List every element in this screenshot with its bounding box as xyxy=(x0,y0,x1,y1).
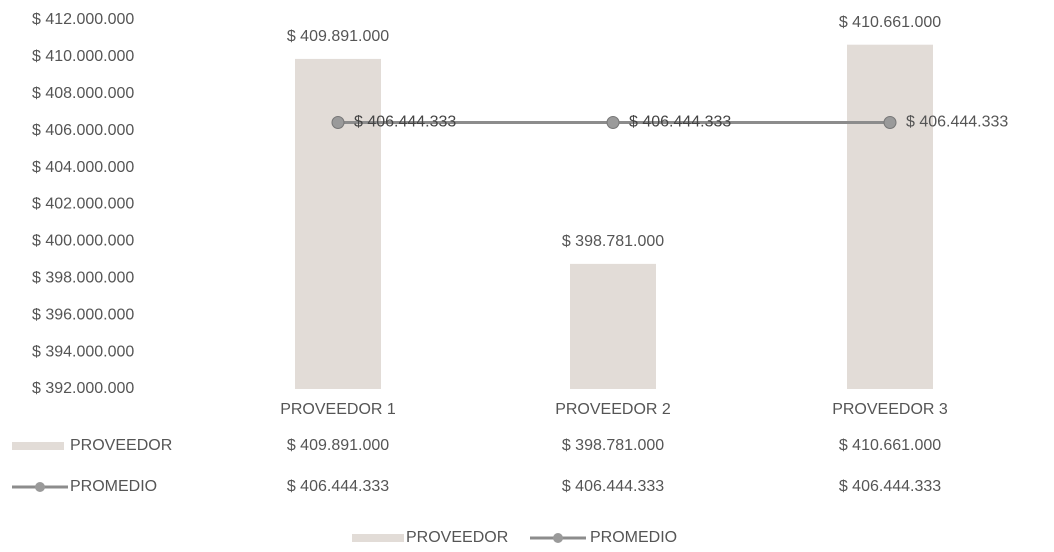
y-tick-label: $ 404.000.000 xyxy=(32,159,134,176)
y-tick-label: $ 392.000.000 xyxy=(32,380,134,397)
x-tick-label: PROVEEDOR 1 xyxy=(280,401,396,418)
legend-label: PROMEDIO xyxy=(590,529,677,546)
bar-value-label: $ 410.661.000 xyxy=(839,14,941,31)
line-marker xyxy=(331,116,345,130)
y-tick-label: $ 406.000.000 xyxy=(32,122,134,139)
y-tick-label: $ 402.000.000 xyxy=(32,196,134,213)
y-tick-label: $ 410.000.000 xyxy=(32,48,134,65)
y-tick-label: $ 394.000.000 xyxy=(32,343,134,360)
table-series-name: PROVEEDOR xyxy=(70,437,172,454)
table-cell: $ 409.891.000 xyxy=(287,437,389,454)
table-legend-key xyxy=(12,442,64,450)
y-tick-label: $ 396.000.000 xyxy=(32,306,134,323)
x-tick-label: PROVEEDOR 2 xyxy=(555,401,671,418)
bar-value-label: $ 398.781.000 xyxy=(562,233,664,250)
line-value-label: $ 406.444.333 xyxy=(629,114,731,131)
y-tick-label: $ 400.000.000 xyxy=(32,233,134,250)
legend-key xyxy=(553,533,563,543)
y-tick-label: $ 408.000.000 xyxy=(32,85,134,102)
line-marker xyxy=(883,116,897,130)
y-tick-label: $ 398.000.000 xyxy=(32,270,134,287)
table-cell: $ 410.661.000 xyxy=(839,437,941,454)
line-value-label: $ 406.444.333 xyxy=(354,114,456,131)
line-marker xyxy=(606,116,620,130)
legend-label: PROVEEDOR xyxy=(406,529,508,546)
bar xyxy=(570,263,656,389)
table-cell: $ 406.444.333 xyxy=(562,478,664,495)
x-tick-label: PROVEEDOR 3 xyxy=(832,401,948,418)
table-series-name: PROMEDIO xyxy=(70,478,157,495)
bar-value-label: $ 409.891.000 xyxy=(287,28,389,45)
bar xyxy=(295,58,381,390)
bar xyxy=(847,44,933,389)
table-cell: $ 398.781.000 xyxy=(562,437,664,454)
y-tick-label: $ 412.000.000 xyxy=(32,11,134,28)
legend-key xyxy=(352,534,404,542)
line-value-label: $ 406.444.333 xyxy=(906,114,1008,131)
table-cell: $ 406.444.333 xyxy=(839,478,941,495)
table-cell: $ 406.444.333 xyxy=(287,478,389,495)
table-legend-key xyxy=(35,482,45,492)
